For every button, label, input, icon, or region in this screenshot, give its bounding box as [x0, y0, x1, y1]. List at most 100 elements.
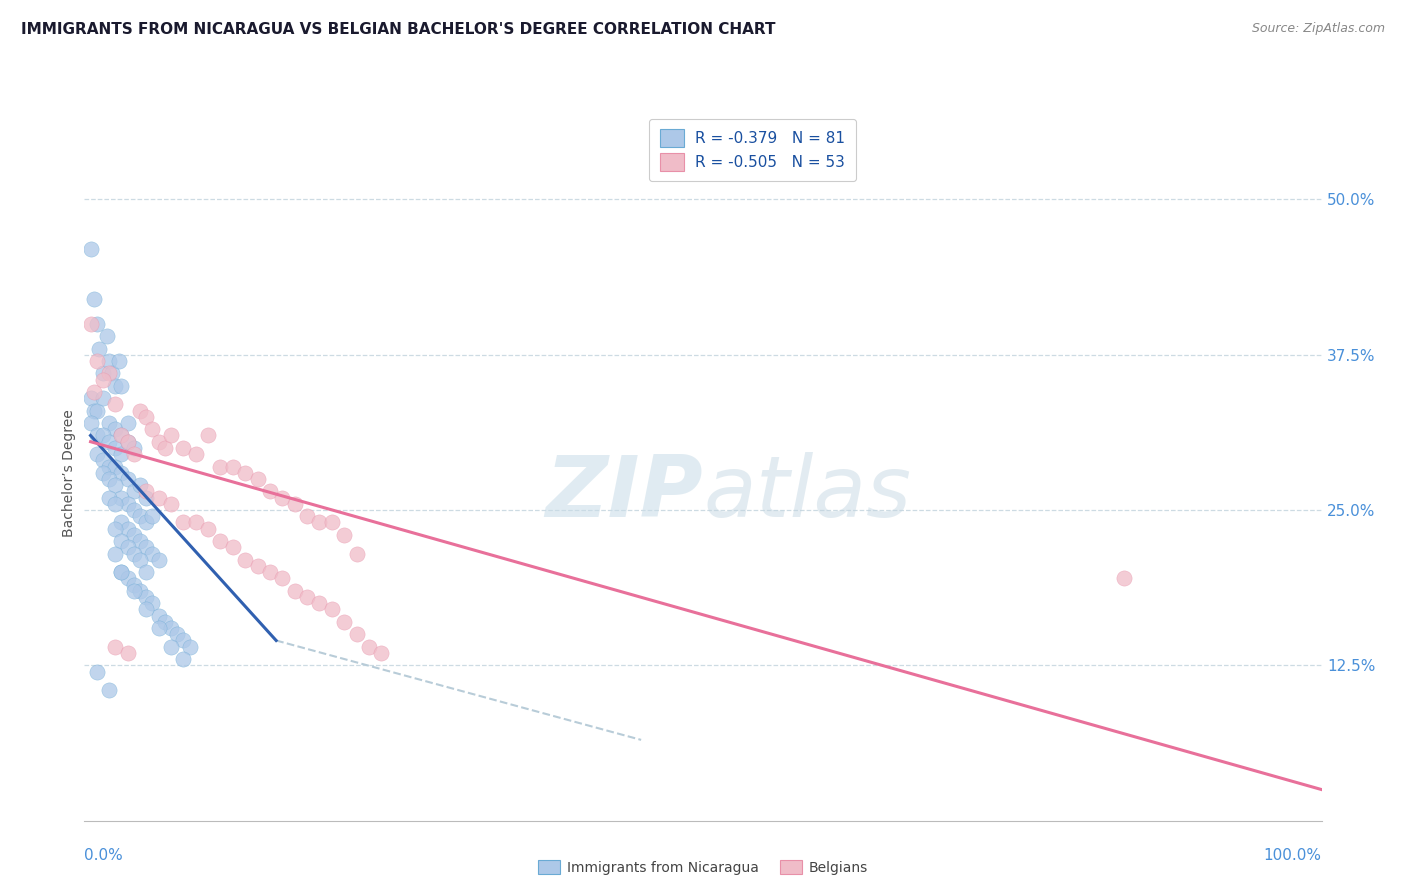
Point	[135, 541, 157, 555]
Point	[89, 342, 111, 356]
Point	[98, 354, 121, 368]
Y-axis label: Bachelor’s Degree: Bachelor’s Degree	[62, 409, 76, 537]
Point	[160, 497, 183, 511]
Point	[122, 583, 145, 598]
Point	[135, 409, 157, 424]
Point	[148, 621, 170, 635]
Point	[308, 516, 330, 530]
Point	[184, 516, 207, 530]
Point	[357, 640, 380, 654]
Point	[259, 484, 281, 499]
Point	[160, 428, 183, 442]
Point	[98, 416, 121, 430]
Point	[246, 472, 269, 486]
Point	[346, 627, 368, 641]
Point	[98, 472, 121, 486]
Text: atlas: atlas	[703, 452, 911, 535]
Point	[295, 509, 318, 524]
Point	[117, 434, 139, 449]
Point	[233, 552, 256, 567]
Text: 100.0%: 100.0%	[1264, 848, 1322, 863]
Legend: Immigrants from Nicaragua, Belgians: Immigrants from Nicaragua, Belgians	[533, 855, 873, 880]
Legend: R = -0.379   N = 81, R = -0.505   N = 53: R = -0.379 N = 81, R = -0.505 N = 53	[650, 119, 856, 181]
Point	[271, 571, 294, 585]
Point	[98, 434, 121, 449]
Point	[104, 422, 127, 436]
Point	[91, 391, 114, 405]
Point	[104, 478, 127, 492]
Point	[209, 459, 232, 474]
Text: ZIP: ZIP	[546, 452, 703, 535]
Point	[110, 565, 132, 579]
Point	[284, 497, 307, 511]
Point	[284, 583, 307, 598]
Point	[98, 491, 121, 505]
Point	[91, 428, 114, 442]
Point	[197, 428, 219, 442]
Point	[122, 547, 145, 561]
Point	[141, 596, 163, 610]
Point	[122, 441, 145, 455]
Point	[117, 472, 139, 486]
Point	[321, 602, 343, 616]
Point	[86, 403, 108, 417]
Point	[122, 447, 145, 461]
Point	[148, 608, 170, 623]
Point	[135, 516, 157, 530]
Point	[271, 491, 294, 505]
Point	[172, 652, 194, 666]
Point	[141, 422, 163, 436]
Point	[104, 378, 127, 392]
Point	[295, 590, 318, 604]
Point	[259, 565, 281, 579]
Point	[96, 329, 118, 343]
Point	[79, 317, 101, 331]
Point	[153, 615, 176, 629]
Point	[83, 384, 105, 399]
Point	[246, 558, 269, 573]
Point	[129, 478, 152, 492]
Point	[110, 428, 132, 442]
Point	[110, 466, 132, 480]
Point	[129, 534, 152, 549]
Point	[86, 665, 108, 679]
Point	[141, 509, 163, 524]
Point	[83, 403, 105, 417]
Point	[135, 590, 157, 604]
Point	[122, 528, 145, 542]
Point	[333, 528, 356, 542]
Point	[129, 403, 152, 417]
Point	[160, 640, 183, 654]
Point	[108, 354, 131, 368]
Point	[110, 491, 132, 505]
Text: Source: ZipAtlas.com: Source: ZipAtlas.com	[1251, 22, 1385, 36]
Point	[104, 441, 127, 455]
Point	[148, 491, 170, 505]
Point	[184, 447, 207, 461]
Point	[308, 596, 330, 610]
Point	[122, 503, 145, 517]
Point	[86, 447, 108, 461]
Point	[1112, 571, 1135, 585]
Point	[222, 459, 245, 474]
Point	[172, 441, 194, 455]
Point	[117, 416, 139, 430]
Point	[148, 552, 170, 567]
Point	[148, 434, 170, 449]
Point	[91, 453, 114, 467]
Point	[129, 583, 152, 598]
Point	[117, 497, 139, 511]
Point	[98, 367, 121, 381]
Point	[117, 541, 139, 555]
Point	[104, 397, 127, 411]
Point	[172, 633, 194, 648]
Point	[321, 516, 343, 530]
Point	[79, 416, 101, 430]
Point	[110, 428, 132, 442]
Point	[83, 292, 105, 306]
Point	[160, 621, 183, 635]
Point	[209, 534, 232, 549]
Point	[104, 497, 127, 511]
Point	[110, 565, 132, 579]
Point	[166, 627, 188, 641]
